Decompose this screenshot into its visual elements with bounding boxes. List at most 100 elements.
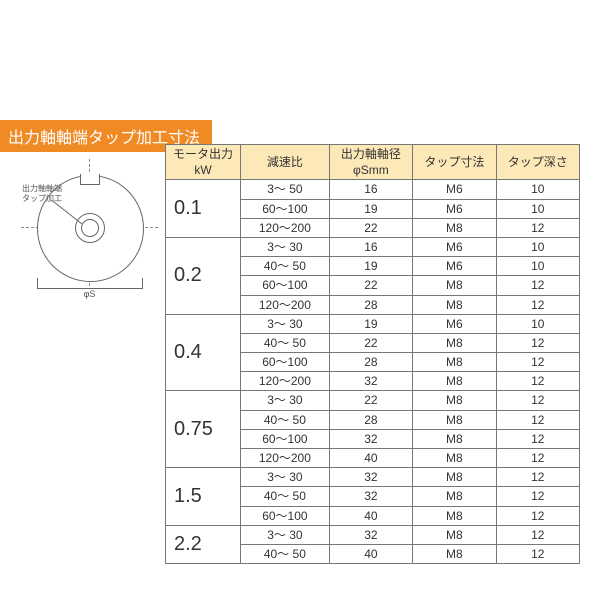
cell-depth: 10 [496,199,579,218]
cell-tap: M8 [413,525,496,544]
cell-tap: M8 [413,506,496,525]
cell-dia: 40 [329,506,412,525]
caption-line1: 出力軸軸端 [22,184,62,193]
cell-depth: 12 [496,295,579,314]
cell-depth: 12 [496,468,579,487]
shaft-tap-hole [81,219,99,237]
cell-ratio: 3～ 30 [241,237,330,256]
cell-tap: M8 [413,333,496,352]
cell-ratio: 120～200 [241,295,330,314]
cell-dia: 22 [329,218,412,237]
th-tap: タップ寸法 [413,145,496,180]
cell-dia: 32 [329,468,412,487]
cell-tap: M8 [413,295,496,314]
cell-dia: 22 [329,276,412,295]
cell-depth: 10 [496,180,579,199]
cell-tap: M6 [413,180,496,199]
cell-ratio: 40～ 50 [241,487,330,506]
cell-tap: M8 [413,372,496,391]
cell-depth: 12 [496,372,579,391]
cell-ratio: 60～100 [241,429,330,448]
diagram-caption: 出力軸軸端 タップ加工 [22,184,62,203]
cell-tap: M8 [413,468,496,487]
caption-line2: タップ加工 [22,194,62,203]
page: 出力軸軸端タップ加工寸法 φS 出力軸軸端 タップ加工 モータ出力kW 減速比 [0,0,600,600]
cell-tap: M6 [413,199,496,218]
cell-tap: M8 [413,410,496,429]
cell-depth: 12 [496,276,579,295]
cell-ratio: 60～100 [241,276,330,295]
cell-ratio: 60～100 [241,353,330,372]
spec-table-wrap: モータ出力kW 減速比 出力軸軸径φSmm タップ寸法 タップ深さ 0.13～ … [165,144,580,564]
cell-ratio: 40～ 50 [241,544,330,563]
cell-ratio: 3～ 50 [241,180,330,199]
cell-tap: M6 [413,237,496,256]
table-row: 0.23～ 3016M610 [166,237,580,256]
cell-dia: 22 [329,391,412,410]
table-row: 0.43～ 3019M610 [166,314,580,333]
table-row: 1.53～ 3032M812 [166,468,580,487]
shaft-keyway [80,174,100,185]
cell-dia: 19 [329,199,412,218]
cell-depth: 12 [496,506,579,525]
cell-dia: 32 [329,429,412,448]
th-kw: モータ出力kW [166,145,241,180]
cell-dia: 40 [329,449,412,468]
cell-ratio: 3～ 30 [241,525,330,544]
cell-dia: 19 [329,314,412,333]
cell-tap: M8 [413,353,496,372]
cell-dia: 28 [329,353,412,372]
table-row: 0.753～ 3022M812 [166,391,580,410]
cell-kw: 2.2 [166,525,241,563]
table-row: 0.13～ 5016M610 [166,180,580,199]
spec-table: モータ出力kW 減速比 出力軸軸径φSmm タップ寸法 タップ深さ 0.13～ … [165,144,580,564]
th-dia: 出力軸軸径φSmm [329,145,412,180]
cell-kw: 0.75 [166,391,241,468]
cell-tap: M8 [413,487,496,506]
cell-ratio: 120～200 [241,449,330,468]
cell-dia: 32 [329,487,412,506]
cell-dia: 16 [329,180,412,199]
cell-depth: 12 [496,429,579,448]
cell-depth: 12 [496,544,579,563]
cell-depth: 12 [496,525,579,544]
cell-depth: 12 [496,410,579,429]
cell-dia: 16 [329,237,412,256]
cell-tap: M8 [413,544,496,563]
cell-ratio: 40～ 50 [241,333,330,352]
cell-ratio: 120～200 [241,372,330,391]
shaft-diagram: φS 出力軸軸端 タップ加工 [22,160,157,295]
cell-dia: 19 [329,257,412,276]
cell-dia: 40 [329,544,412,563]
cell-ratio: 120～200 [241,218,330,237]
cell-kw: 1.5 [166,468,241,526]
cell-depth: 12 [496,449,579,468]
cell-dia: 32 [329,372,412,391]
cell-depth: 12 [496,333,579,352]
dim-label: φS [22,289,157,299]
spec-table-head: モータ出力kW 減速比 出力軸軸径φSmm タップ寸法 タップ深さ [166,145,580,180]
cell-tap: M8 [413,276,496,295]
cell-ratio: 60～100 [241,199,330,218]
cell-ratio: 3～ 30 [241,314,330,333]
th-depth: タップ深さ [496,145,579,180]
cell-ratio: 40～ 50 [241,257,330,276]
cell-ratio: 60～100 [241,506,330,525]
th-ratio: 減速比 [241,145,330,180]
cell-depth: 10 [496,314,579,333]
cell-depth: 10 [496,257,579,276]
cell-depth: 12 [496,487,579,506]
cell-kw: 0.1 [166,180,241,238]
cell-depth: 12 [496,353,579,372]
cell-depth: 12 [496,218,579,237]
cell-tap: M6 [413,314,496,333]
cell-tap: M8 [413,391,496,410]
cell-ratio: 40～ 50 [241,410,330,429]
cell-depth: 10 [496,237,579,256]
cell-kw: 0.4 [166,314,241,391]
cell-tap: M8 [413,218,496,237]
cell-dia: 28 [329,410,412,429]
cell-dia: 28 [329,295,412,314]
table-row: 2.23～ 3032M812 [166,525,580,544]
cell-dia: 32 [329,525,412,544]
